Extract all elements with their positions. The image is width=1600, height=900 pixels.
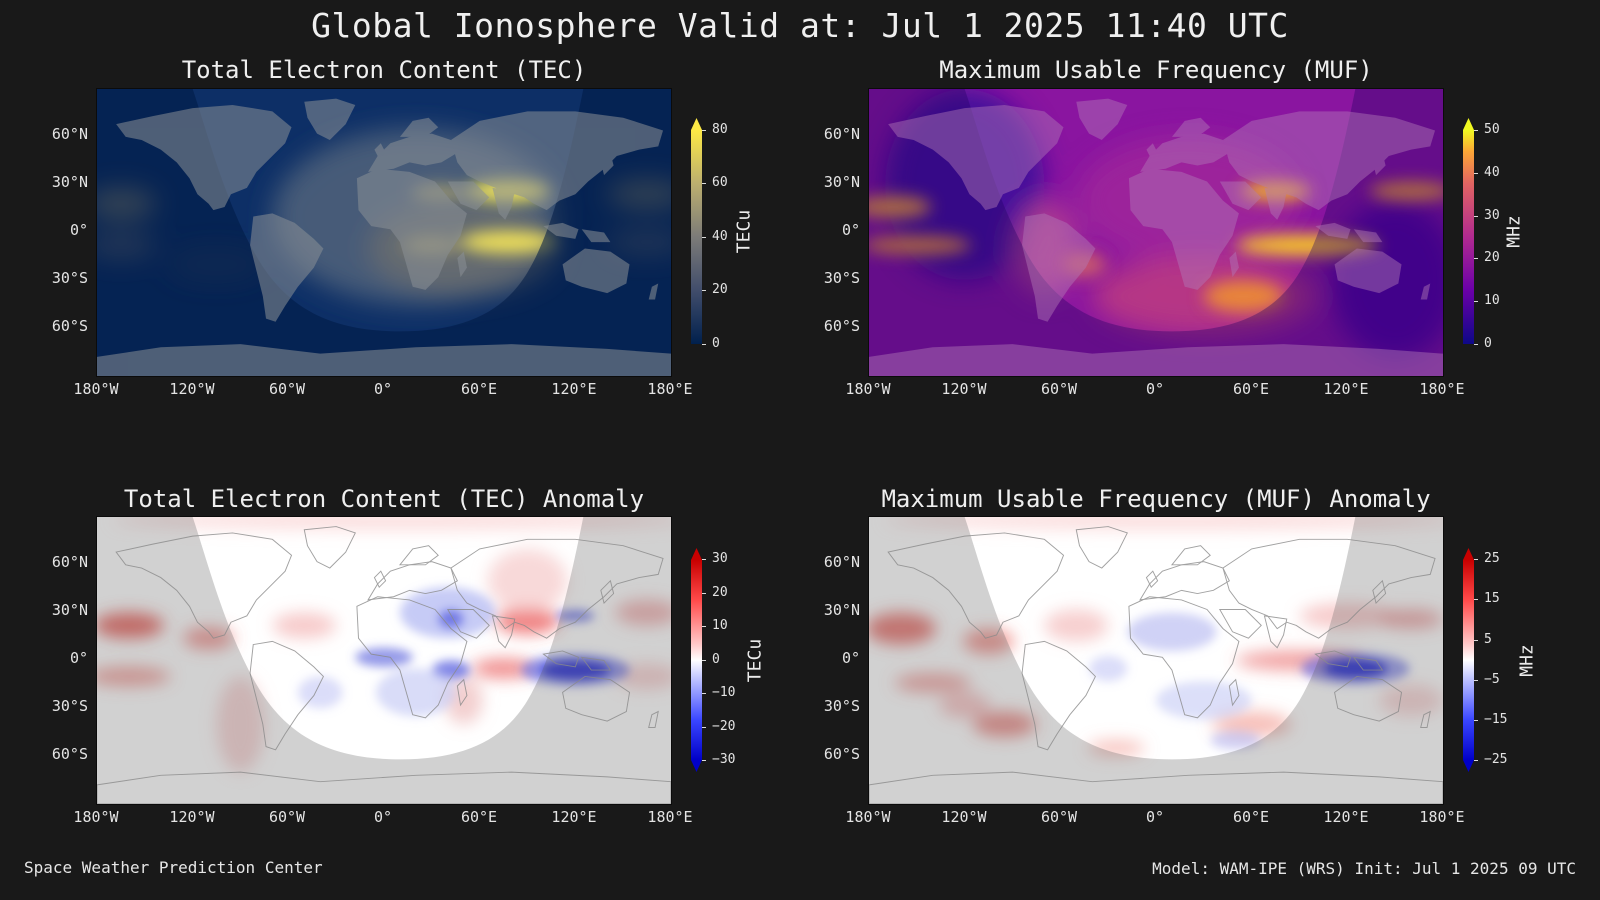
colorbar-tick: −5 (1484, 672, 1500, 687)
colorbar-tick: 0 (712, 336, 720, 351)
colorbar-tec (691, 118, 702, 344)
lon-tick: 120°E (551, 380, 597, 398)
map-muf-anomaly[interactable] (868, 516, 1444, 805)
colorbar-tick: −25 (1484, 752, 1508, 767)
panel-title-muf-anomaly: Maximum Usable Frequency (MUF) Anomaly (881, 485, 1431, 513)
lon-tick: 120°E (1323, 808, 1369, 826)
map-muf[interactable] (868, 88, 1444, 377)
colorbar-tick: −20 (712, 719, 736, 734)
lat-tick: 60°S (823, 317, 860, 335)
colorbar-tick: −10 (712, 685, 736, 700)
map-tec-anomaly[interactable] (96, 516, 672, 805)
colorbar-tick: −15 (1484, 712, 1508, 727)
lon-tick: 120°W (169, 808, 215, 826)
colorbar-tick: 10 (712, 618, 728, 633)
colorbar-tick: 0 (712, 652, 720, 667)
colorbar-tick: 40 (1484, 165, 1500, 180)
colorbar-tick: 60 (712, 175, 728, 190)
colorbar-muf (1463, 118, 1474, 344)
lon-tick: 180°W (73, 808, 119, 826)
colorbar-tick: 50 (1484, 122, 1500, 137)
lon-tick: 180°W (845, 808, 891, 826)
lon-tick: 60°W (1040, 380, 1078, 398)
lon-tick: 60°E (1232, 808, 1270, 826)
lon-tick: 0° (373, 808, 393, 826)
lon-tick: 180°W (845, 380, 891, 398)
lat-tick: 60°N (823, 125, 860, 143)
panel-title-muf: Maximum Usable Frequency (MUF) (939, 56, 1373, 84)
lat-tick: 0° (841, 221, 860, 239)
colorbar-tick: 80 (712, 122, 728, 137)
page-title: Global Ionosphere Valid at: Jul 1 2025 1… (311, 6, 1289, 45)
lon-tick: 180°E (1419, 380, 1465, 398)
lon-tick: 60°E (1232, 380, 1270, 398)
colorbar-tick: 30 (712, 551, 728, 566)
lat-tick: 60°S (51, 317, 88, 335)
lat-tick: 60°N (823, 553, 860, 571)
colorbar-tick: 10 (1484, 293, 1500, 308)
colorbar-unit: MHz (1503, 215, 1525, 248)
lat-tick: 30°N (823, 601, 860, 619)
colorbar-tick: 15 (1484, 591, 1500, 606)
lon-tick: 60°W (268, 380, 306, 398)
colorbar-tick: 20 (1484, 250, 1500, 265)
colorbar-tick: 25 (1484, 551, 1500, 566)
lon-tick: 120°W (941, 808, 987, 826)
colorbar-tick: 20 (712, 282, 728, 297)
lat-tick: 60°N (51, 125, 88, 143)
lon-tick: 0° (1145, 808, 1165, 826)
colorbar-tec-anomaly (691, 548, 702, 772)
colorbar-unit: TECu (744, 638, 766, 683)
lat-tick: 30°S (51, 269, 88, 287)
lon-tick: 0° (1145, 380, 1165, 398)
colorbar-tick: 0 (1484, 336, 1492, 351)
panel-title-tec: Total Electron Content (TEC) (181, 56, 587, 84)
colorbar-tick: 20 (712, 585, 728, 600)
lon-tick: 180°E (647, 380, 693, 398)
lon-tick: 60°W (1040, 808, 1078, 826)
map-tec[interactable] (96, 88, 672, 377)
panel-title-tec-anomaly: Total Electron Content (TEC) Anomaly (123, 485, 645, 513)
footer-credit: Space Weather Prediction Center (24, 858, 323, 877)
lat-tick: 0° (841, 649, 860, 667)
lat-tick: 60°N (51, 553, 88, 571)
lat-tick: 0° (69, 649, 88, 667)
colorbar-tick: −30 (712, 752, 736, 767)
lon-tick: 120°E (551, 808, 597, 826)
lon-tick: 180°W (73, 380, 119, 398)
footer-model-info: Model: WAM-IPE (WRS) Init: Jul 1 2025 09… (1152, 859, 1576, 878)
lat-tick: 30°N (823, 173, 860, 191)
lat-tick: 30°S (823, 269, 860, 287)
colorbar-muf-anomaly (1463, 548, 1474, 772)
lon-tick: 0° (373, 380, 393, 398)
lon-tick: 120°W (169, 380, 215, 398)
lat-tick: 30°N (51, 601, 88, 619)
lat-tick: 30°S (51, 697, 88, 715)
colorbar-unit: MHz (1516, 644, 1538, 677)
lon-tick: 180°E (647, 808, 693, 826)
lon-tick: 180°E (1419, 808, 1465, 826)
lat-tick: 60°S (823, 745, 860, 763)
colorbar-unit: TECu (733, 209, 755, 254)
lon-tick: 60°E (460, 808, 498, 826)
lat-tick: 30°S (823, 697, 860, 715)
lat-tick: 0° (69, 221, 88, 239)
lat-tick: 60°S (51, 745, 88, 763)
lon-tick: 60°W (268, 808, 306, 826)
colorbar-tick: 30 (1484, 208, 1500, 223)
lon-tick: 120°E (1323, 380, 1369, 398)
lon-tick: 60°E (460, 380, 498, 398)
lon-tick: 120°W (941, 380, 987, 398)
colorbar-tick: 5 (1484, 632, 1492, 647)
lat-tick: 30°N (51, 173, 88, 191)
colorbar-tick: 40 (712, 229, 728, 244)
